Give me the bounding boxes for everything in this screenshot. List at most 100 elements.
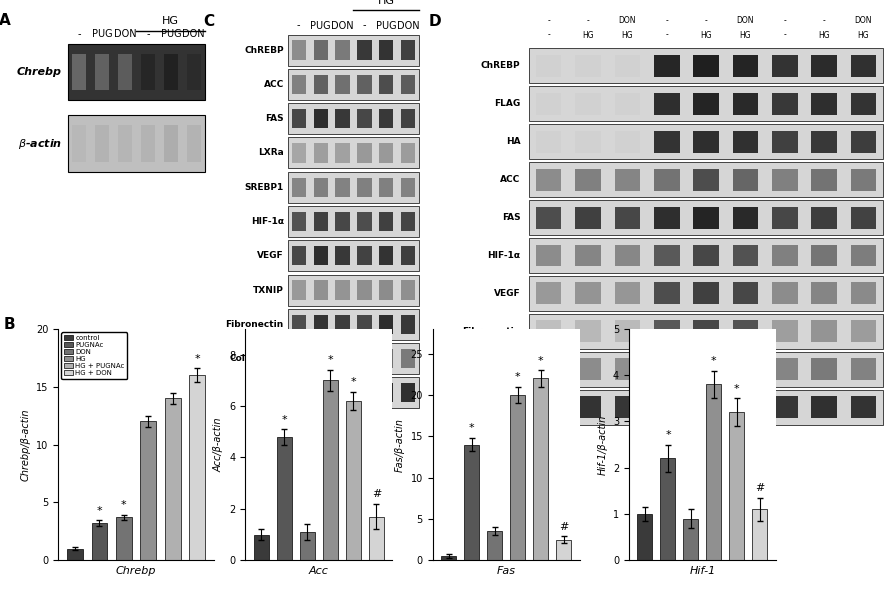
Bar xyxy=(654,131,680,153)
Bar xyxy=(683,519,698,560)
Bar xyxy=(772,245,797,267)
Bar xyxy=(575,131,601,153)
Text: *: * xyxy=(515,372,521,382)
Bar xyxy=(575,358,601,380)
Bar xyxy=(313,212,327,231)
Bar xyxy=(615,206,640,228)
Bar xyxy=(401,280,416,300)
Bar xyxy=(358,40,372,60)
Text: VEGF: VEGF xyxy=(257,252,284,260)
Text: DON: DON xyxy=(619,16,636,24)
Bar xyxy=(72,125,87,162)
Bar xyxy=(358,178,372,197)
Text: *: * xyxy=(469,423,475,434)
Bar xyxy=(529,48,883,83)
Text: PUG: PUG xyxy=(161,29,181,39)
Bar xyxy=(335,40,350,60)
Bar xyxy=(379,246,393,266)
Bar xyxy=(300,532,315,560)
Bar xyxy=(401,383,416,403)
Text: A: A xyxy=(0,13,11,28)
X-axis label: Fas: Fas xyxy=(497,566,516,576)
Bar xyxy=(401,75,416,94)
Bar xyxy=(615,396,640,418)
Bar xyxy=(401,40,416,60)
Text: -: - xyxy=(705,16,707,24)
Bar xyxy=(851,396,876,418)
Bar xyxy=(401,315,416,334)
Bar xyxy=(313,178,327,197)
Bar xyxy=(693,283,719,304)
Bar xyxy=(313,143,327,163)
Text: DON: DON xyxy=(182,29,205,39)
Bar xyxy=(292,40,306,60)
Bar xyxy=(292,246,306,266)
Text: TXNIP: TXNIP xyxy=(253,286,284,295)
Legend: control, PUGNAc, DON, HG, HG + PUGNAc, HG + DON: control, PUGNAc, DON, HG, HG + PUGNAc, H… xyxy=(62,333,128,379)
Bar xyxy=(379,280,393,300)
Text: *: * xyxy=(734,384,739,393)
Bar xyxy=(693,169,719,191)
Bar xyxy=(772,283,797,304)
Bar xyxy=(732,131,758,153)
Text: DON: DON xyxy=(855,16,872,24)
Bar xyxy=(288,103,419,134)
Bar xyxy=(401,109,416,128)
Bar xyxy=(575,206,601,228)
Text: CollagenIV: CollagenIV xyxy=(229,354,284,363)
Bar xyxy=(335,315,350,334)
Bar xyxy=(575,55,601,77)
Bar xyxy=(851,93,876,114)
Bar xyxy=(812,358,837,380)
Bar xyxy=(379,212,393,231)
Bar xyxy=(732,206,758,228)
Bar xyxy=(118,54,132,90)
Bar xyxy=(812,93,837,114)
Bar xyxy=(358,315,372,334)
Bar xyxy=(92,523,107,560)
Bar xyxy=(732,283,758,304)
Bar xyxy=(335,280,350,300)
Text: FAS: FAS xyxy=(501,213,520,222)
Bar xyxy=(164,54,178,90)
Text: D: D xyxy=(428,14,442,29)
Y-axis label: Fas/β-actin: Fas/β-actin xyxy=(395,418,405,471)
Text: *: * xyxy=(327,356,334,365)
Text: -: - xyxy=(548,30,550,40)
Bar xyxy=(693,245,719,267)
Bar xyxy=(313,349,327,368)
Bar xyxy=(536,55,561,77)
Text: DON: DON xyxy=(397,21,419,30)
Bar xyxy=(730,412,745,560)
Bar xyxy=(529,276,883,311)
Text: HG: HG xyxy=(818,30,830,40)
Bar xyxy=(615,55,640,77)
X-axis label: Acc: Acc xyxy=(309,566,329,576)
Bar xyxy=(654,358,680,380)
Bar xyxy=(851,169,876,191)
Text: PUG: PUG xyxy=(92,29,112,39)
Bar xyxy=(660,459,675,560)
Bar xyxy=(292,212,306,231)
Bar xyxy=(379,75,393,94)
Text: HG: HG xyxy=(378,0,395,6)
Text: SREBP1: SREBP1 xyxy=(244,183,284,192)
Text: -: - xyxy=(822,16,825,24)
Bar xyxy=(335,212,350,231)
Bar xyxy=(772,206,797,228)
Bar xyxy=(529,351,883,387)
Bar xyxy=(313,246,327,266)
Bar xyxy=(186,54,201,90)
Bar xyxy=(638,514,652,560)
Bar xyxy=(732,320,758,342)
Bar xyxy=(141,125,155,162)
Text: *: * xyxy=(121,500,127,510)
Bar xyxy=(335,383,350,403)
Bar xyxy=(288,69,419,100)
Bar xyxy=(346,401,361,560)
Text: -: - xyxy=(297,21,301,30)
Bar xyxy=(288,378,419,409)
Text: $\beta$-actin: $\beta$-actin xyxy=(18,136,62,150)
Text: -: - xyxy=(78,29,81,39)
Bar xyxy=(812,55,837,77)
